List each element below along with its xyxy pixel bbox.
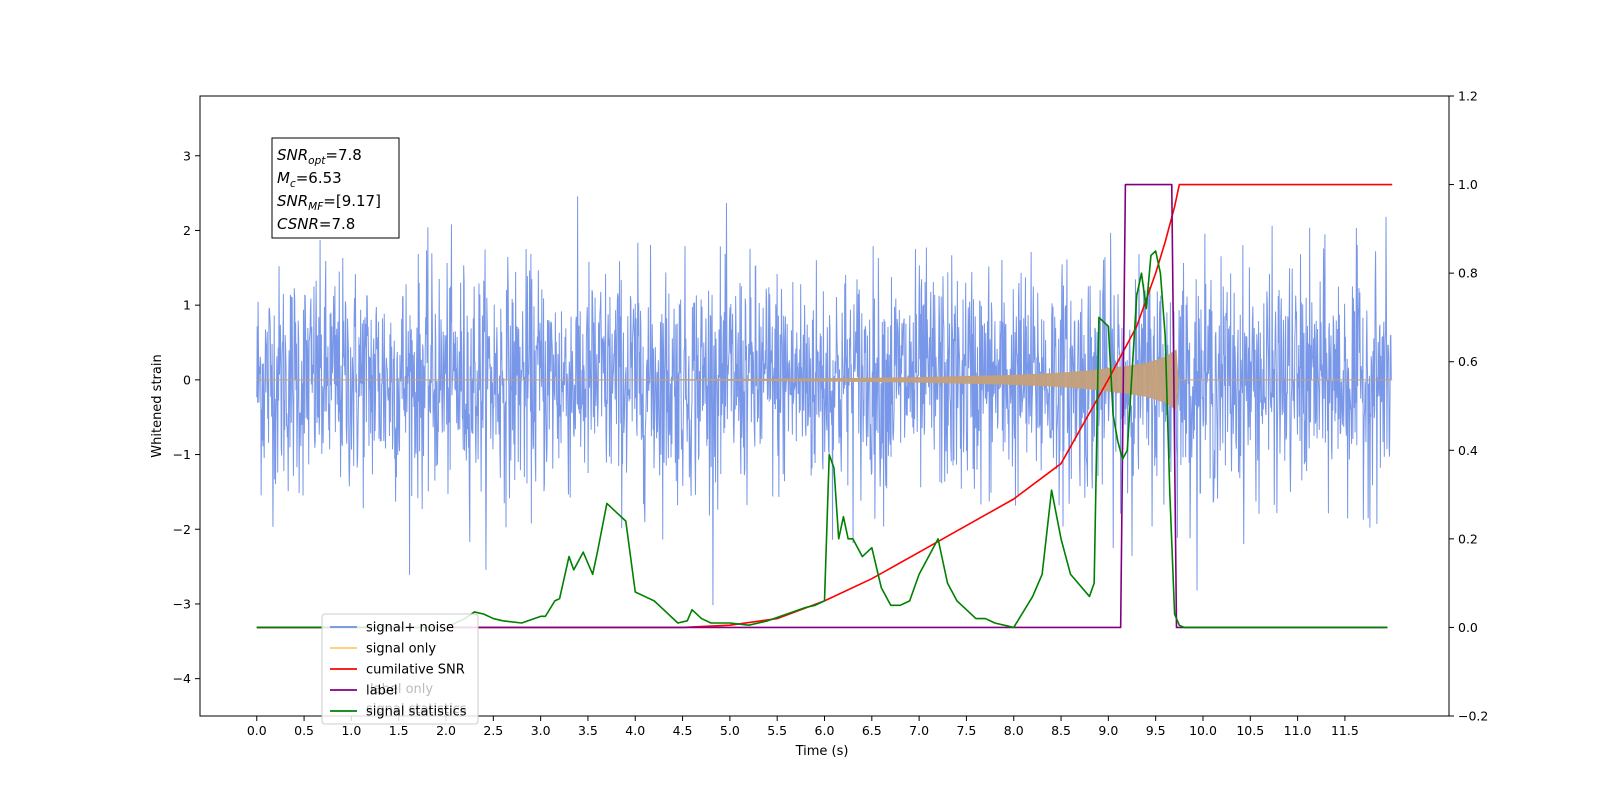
x-tick-label: 1.5 <box>389 723 409 738</box>
y-left-tick-label: −2 <box>173 522 191 537</box>
legend-label: label <box>366 684 397 699</box>
x-tick-label: 8.5 <box>1051 723 1071 738</box>
x-tick-label: 11.5 <box>1331 723 1359 738</box>
x-tick-label: 1.0 <box>341 723 361 738</box>
annotation-line: SNRopt=7.8 <box>277 146 362 167</box>
x-tick-label: 11.0 <box>1284 723 1312 738</box>
legend-label: signal statistics <box>366 705 467 720</box>
x-tick-label: 9.0 <box>1098 723 1118 738</box>
y-right-tick-label: 0.0 <box>1458 620 1478 635</box>
y-left-axis-label: Whitened strain <box>150 354 165 457</box>
y-right-tick-label: 1.2 <box>1458 89 1478 104</box>
series-signal-statistics <box>256 250 1388 629</box>
legend-label: cumilative SNR <box>366 663 465 678</box>
annotation-line: CSNR=7.8 <box>277 215 355 233</box>
x-tick-label: 5.5 <box>767 723 787 738</box>
x-tick-label: 3.5 <box>578 723 598 738</box>
legend-label: signal+ noise <box>366 621 454 636</box>
y-right-tick-label: 0.2 <box>1458 531 1478 546</box>
annotation-frame <box>271 137 400 239</box>
x-tick-label: 10.5 <box>1236 723 1264 738</box>
x-tick-label: 4.5 <box>673 723 693 738</box>
x-tick-label: 3.0 <box>531 723 551 738</box>
y-right-tick-label: 0.4 <box>1458 443 1478 458</box>
y-left-axis-ticks: 3 2 1 0 −1 −2 −3 −4 <box>173 148 200 686</box>
y-right-tick-label: 0.8 <box>1458 266 1478 281</box>
annotation-line: SNRMF=[9.17] <box>277 192 381 213</box>
y-right-tick-label: 0.6 <box>1458 354 1478 369</box>
legend-hidden-text: signal statistics <box>366 702 467 717</box>
y-right-tick-label: −0.2 <box>1458 709 1488 724</box>
y-left-tick-label: 1 <box>183 298 191 313</box>
y-left-tick-label: 2 <box>183 223 191 238</box>
y-left-tick-label: 0 <box>183 372 191 387</box>
legend-hidden-text: label only <box>370 682 433 697</box>
x-tick-label: 4.0 <box>625 723 645 738</box>
y-right-tick-label: 1.0 <box>1458 177 1478 192</box>
series-signal-only <box>256 349 1393 411</box>
x-tick-label: 9.5 <box>1146 723 1166 738</box>
x-axis-ticks: 0.0 0.5 1.0 1.5 2.0 2.5 3.0 3.5 4.0 4.5 5.0 5.5 6.0 6… <box>247 716 1359 738</box>
x-axis-label: Time (s) <box>795 744 849 759</box>
x-tick-label: 2.5 <box>483 723 503 738</box>
legend: label only signal statistics signal+ noise… <box>321 613 479 725</box>
x-tick-label: 10.0 <box>1189 723 1217 738</box>
legend-frame <box>321 613 479 725</box>
series-layer <box>256 183 1393 629</box>
x-tick-label: 6.0 <box>815 723 835 738</box>
x-tick-label: 7.0 <box>909 723 929 738</box>
y-left-tick-label: −3 <box>173 596 191 611</box>
x-tick-label: 7.5 <box>956 723 976 738</box>
x-tick-label: 5.0 <box>720 723 740 738</box>
annotation-line: Mc=6.53 <box>277 169 342 190</box>
legend-label: signal only <box>366 642 436 657</box>
x-tick-label: 8.0 <box>1004 723 1024 738</box>
y-left-tick-label: 3 <box>183 148 191 163</box>
x-tick-label: 0.5 <box>294 723 314 738</box>
y-right-axis-ticks: 1.2 1.0 0.8 0.6 0.4 0.2 0.0 −0.2 <box>1449 89 1488 724</box>
x-tick-label: 6.5 <box>862 723 882 738</box>
series-signal-noise <box>256 196 1392 606</box>
x-tick-label: 0.0 <box>247 723 267 738</box>
y-left-tick-label: −4 <box>173 671 191 686</box>
x-tick-label: 2.0 <box>436 723 456 738</box>
y-left-tick-label: −1 <box>173 447 191 462</box>
